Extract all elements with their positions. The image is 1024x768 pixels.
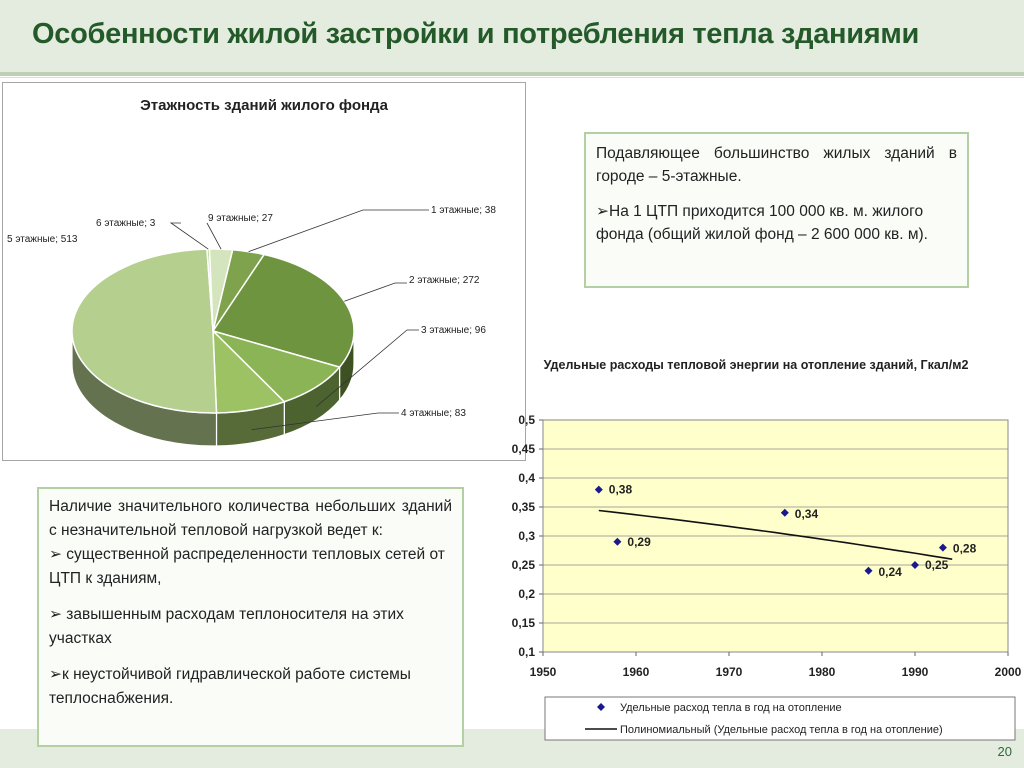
y-tick-label: 0,5 [518,413,535,427]
info-bullet-ctp-text: На 1 ЦТП приходится 100 000 кв. м. жилог… [596,203,928,243]
data-point [780,508,789,517]
data-point-label: 0,25 [925,558,949,572]
pie-chart-title: Этажность зданий жилого фонда [140,97,388,114]
x-tick-label: 1980 [809,665,836,679]
data-point [594,485,603,494]
y-tick-label: 0,45 [512,442,536,456]
pie-leader-line [251,412,399,431]
y-tick-label: 0,1 [518,645,535,659]
y-tick-label: 0,25 [512,558,536,572]
chart-legend: Удельные расход тепла в год на отопление… [544,696,1016,741]
consequence-item-text: существенной распределенности тепловых с… [49,546,445,587]
data-point-label: 0,34 [795,507,819,521]
title-divider-thin [0,77,1024,78]
consequence-item-text: завышенным расходам теплоносителя на эти… [49,606,404,647]
x-axis-ticks: 1950 1960 1970 1980 1990 2000 [530,652,1022,679]
info-box-top: Подавляющее большинство жилых зданий в г… [584,132,969,288]
pie-leader-line [206,222,222,250]
pie-slice-5 [71,248,218,414]
data-points: 0,38 0,29 0,34 0,24 0,25 0,28 [594,483,977,579]
heat-consumption-chart: Удельные расходы тепловой энергии на ото… [488,350,1024,745]
legend-entry: Удельные расход тепла в год на отопление [620,702,842,714]
x-tick-label: 1960 [623,665,650,679]
legend-marker-icon [597,703,605,711]
info-box-bottom: Наличие значительного количества небольш… [37,487,464,747]
x-tick-label: 1990 [902,665,929,679]
page-number: 20 [997,744,1012,759]
pie-data-label: 4 этажные; 83 [401,408,466,419]
legend-entry: Полиномиальный (Удельные расход тепла в … [620,724,943,736]
pie-leader-line [248,209,429,253]
pie-leader-line [169,222,209,250]
data-point-label: 0,38 [609,483,633,497]
pie-leader-line [344,282,407,302]
pie-slice-3 [212,330,341,403]
consequence-item-text: к неустойчивой гидравлической работе сис… [49,666,411,707]
info-text-majority: Подавляющее большинство жилых зданий в г… [596,145,957,185]
pie-data-label: 2 этажные; 272 [409,275,480,286]
consequence-item: ➢ существенной распределенности тепловых… [49,543,452,591]
x-tick-label: 1970 [716,665,743,679]
data-point [864,566,873,575]
title-divider [0,72,1024,76]
y-axis-ticks: 0,1 0,15 0,2 0,25 0,3 0,35 0,4 0,45 0,5 [512,413,543,659]
y-tick-label: 0,2 [518,587,535,601]
pie-data-label: 6 этажные; 3 [96,218,156,229]
x-tick-label: 1950 [530,665,557,679]
pie-labels: 1 этажные; 38 2 этажные; 272 3 этажные; 96… [7,205,496,431]
pie-leader-line [316,329,419,407]
arrow-bullet-icon: ➢ [49,666,62,683]
y-tick-label: 0,4 [518,471,535,485]
arrow-bullet-icon: ➢ [49,606,67,623]
y-tick-label: 0,15 [512,616,536,630]
pie-data-label: 3 этажные; 96 [421,325,486,336]
data-point-label: 0,29 [627,535,651,549]
pie-top-faces [71,248,355,414]
data-point [938,543,947,552]
y-tick-label: 0,35 [512,500,536,514]
data-point [613,537,622,546]
title-bar: Особенности жилой застройки и потреблени… [0,0,1024,72]
consequence-item: ➢ завышенным расходам теплоносителя на э… [49,603,452,651]
data-point-label: 0,28 [953,542,977,556]
data-point [911,561,919,569]
gridlines [543,448,1008,624]
x-tick-label: 2000 [995,665,1022,679]
trend-line [598,509,953,560]
pie-chart-frame: Этажность зданий жилого фонда 1 этажные;… [2,82,526,461]
pie-data-label: 9 этажные; 27 [208,213,273,224]
heat-chart-title: Удельные расходы тепловой энергии на ото… [543,358,969,372]
data-point-label: 0,24 [879,565,903,579]
y-tick-label: 0,3 [518,529,535,543]
pie-data-label: 5 этажные; 513 [7,234,78,245]
pie-data-label: 1 этажные; 38 [431,205,496,216]
consequence-intro: Наличие значительного количества небольш… [49,498,452,539]
legend-box [544,696,1016,741]
slide-title: Особенности жилой застройки и потреблени… [32,18,920,50]
arrow-bullet-icon: ➢ [49,546,67,563]
info-bullet-ctp: ➢На 1 ЦТП приходится 100 000 кв. м. жило… [596,200,957,246]
consequence-item: ➢к неустойчивой гидравлической работе си… [49,663,452,711]
pie-chart: 1 этажные; 38 2 этажные; 272 3 этажные; 96… [7,205,496,447]
arrow-bullet-icon: ➢ [596,203,609,220]
